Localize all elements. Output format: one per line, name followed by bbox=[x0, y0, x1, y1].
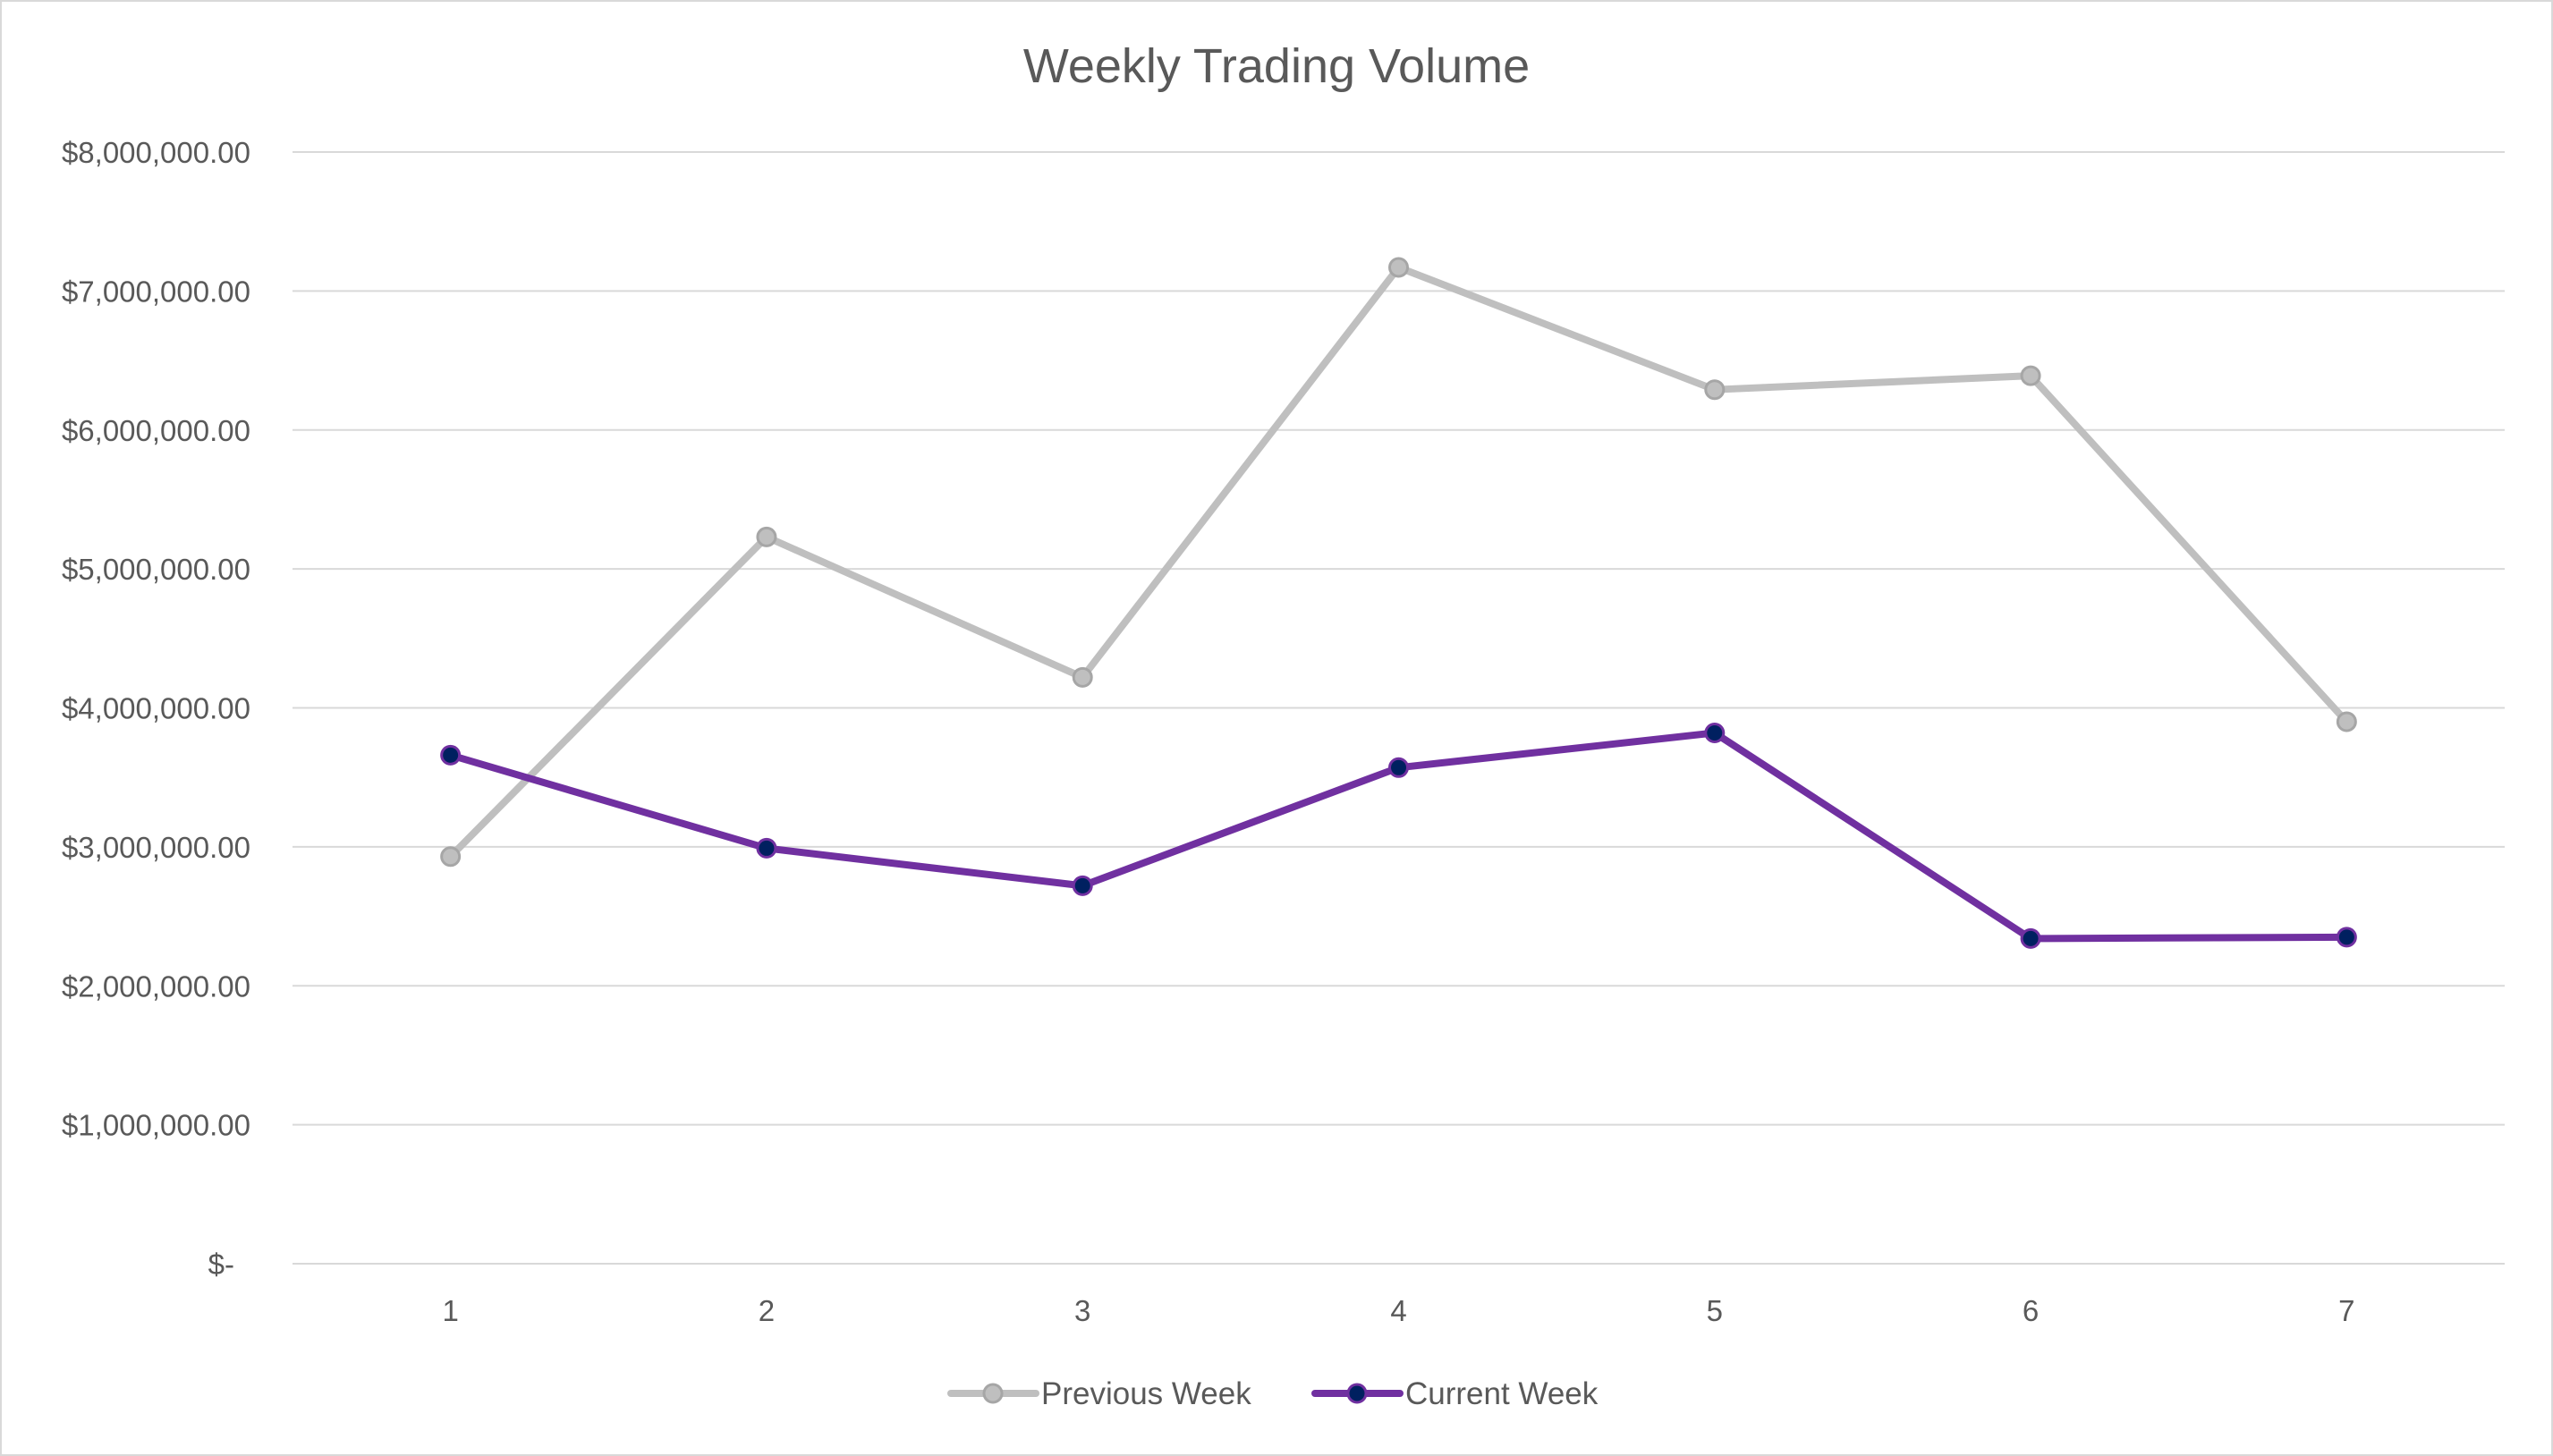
y-tick-label: $8,000,000.00 bbox=[62, 136, 250, 169]
y-tick-label: $1,000,000.00 bbox=[62, 1109, 250, 1142]
legend-marker bbox=[1346, 1383, 1368, 1404]
y-axis-tick-labels: $- $1,000,000.00 $2,000,000.00 $3,000,000.0… bbox=[62, 136, 250, 1281]
legend: Previous Week Current Week bbox=[947, 1376, 1599, 1411]
data-point bbox=[1388, 757, 1409, 778]
legend-marker bbox=[982, 1383, 1004, 1404]
data-point bbox=[1704, 722, 1726, 743]
legend-label: Current Week bbox=[1405, 1376, 1599, 1411]
x-tick-label: 3 bbox=[1074, 1294, 1090, 1327]
data-point bbox=[1072, 875, 1093, 896]
x-tick-label: 7 bbox=[2338, 1294, 2354, 1327]
y-tick-label: $5,000,000.00 bbox=[62, 553, 250, 586]
data-point bbox=[1072, 666, 1093, 688]
data-point bbox=[440, 744, 462, 766]
y-tick-label: $- bbox=[208, 1248, 234, 1281]
data-point bbox=[2020, 365, 2041, 386]
data-point bbox=[1388, 257, 1409, 278]
chart-title: Weekly Trading Volume bbox=[1023, 39, 1530, 93]
data-point bbox=[756, 837, 777, 859]
legend-label: Previous Week bbox=[1041, 1376, 1251, 1411]
x-axis-tick-labels: 1 2 3 4 5 6 7 bbox=[442, 1294, 2354, 1327]
y-tick-label: $7,000,000.00 bbox=[62, 275, 250, 308]
data-point bbox=[2020, 927, 2041, 949]
x-tick-label: 6 bbox=[2023, 1294, 2039, 1327]
series-lines bbox=[440, 257, 2357, 949]
y-tick-label: $2,000,000.00 bbox=[62, 969, 250, 1003]
gridlines bbox=[293, 151, 2505, 1265]
x-tick-label: 1 bbox=[442, 1294, 458, 1327]
x-tick-label: 4 bbox=[1390, 1294, 1406, 1327]
series-2 bbox=[440, 722, 2357, 949]
y-tick-label: $6,000,000.00 bbox=[62, 414, 250, 447]
data-point bbox=[1704, 379, 1726, 401]
legend-item: Current Week bbox=[1311, 1376, 1599, 1411]
legend-item: Previous Week bbox=[947, 1376, 1251, 1411]
data-point bbox=[440, 846, 462, 868]
x-tick-label: 5 bbox=[1707, 1294, 1723, 1327]
y-tick-label: $4,000,000.00 bbox=[62, 692, 250, 725]
x-tick-label: 2 bbox=[759, 1294, 775, 1327]
data-point bbox=[2336, 711, 2357, 732]
data-point bbox=[756, 526, 777, 547]
series-1 bbox=[440, 257, 2357, 868]
y-tick-label: $3,000,000.00 bbox=[62, 831, 250, 864]
data-point bbox=[2336, 927, 2357, 948]
